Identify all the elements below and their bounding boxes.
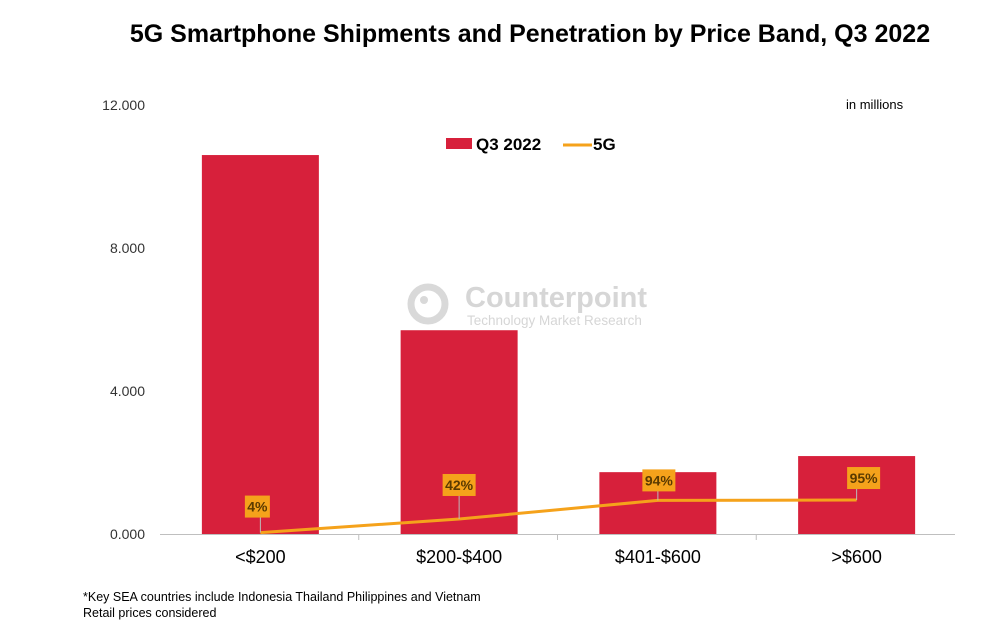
data-label-1: 42% [445,477,474,493]
units-note: in millions [846,97,904,112]
legend-label-bar: Q3 2022 [476,135,541,154]
legend-label-line: 5G [593,135,616,154]
data-label-0: 4% [247,499,268,515]
y-tick-label: 8.000 [110,240,145,256]
watermark-logo-dot-icon [420,296,428,304]
x-tick-label: <$200 [235,547,286,567]
watermark-tagline: Technology Market Research [467,313,642,328]
y-tick-label: 0.000 [110,526,145,542]
line-5g [260,498,857,535]
x-tick-label: >$600 [831,547,882,567]
footnote-2: Retail prices considered [83,606,217,620]
data-label-box-3 [847,467,881,490]
legend-swatch-bar [446,138,472,149]
data-label-3: 95% [850,470,879,486]
data-label-box-1 [442,473,476,496]
watermark-brand: Counterpoint [465,282,647,314]
data-label-box-0 [244,495,270,518]
x-tick-label: $200-$400 [416,547,502,567]
data-label-box-2 [642,469,676,492]
chart-title: 5G Smartphone Shipments and Penetration … [129,20,931,48]
x-tick-label: $401-$600 [615,547,701,567]
watermark-logo-icon [407,283,449,325]
y-tick-label: 4.000 [110,383,145,399]
bar-0 [201,155,319,535]
data-label-2: 94% [645,472,674,488]
footnote-1: *Key SEA countries include Indonesia Tha… [83,590,481,604]
y-tick-label: 12.000 [102,97,145,113]
